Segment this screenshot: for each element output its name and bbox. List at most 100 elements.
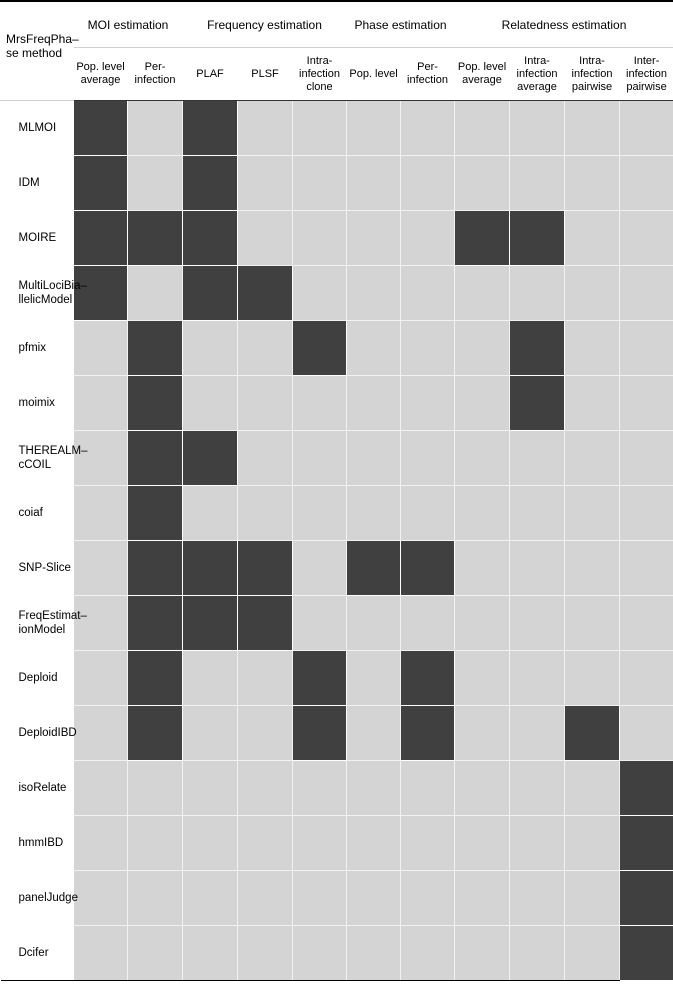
empty-cell — [619, 155, 673, 211]
filled-cell — [619, 760, 673, 816]
empty-cell — [454, 100, 511, 156]
empty-cell — [346, 815, 402, 871]
empty-cell — [73, 485, 128, 541]
empty-cell — [400, 595, 456, 651]
empty-cell — [619, 650, 673, 706]
method-name: isoRelate — [0, 760, 74, 816]
empty-cell — [564, 925, 621, 981]
filled-cell — [509, 375, 566, 431]
method-name: THEREALM–cCOIL — [0, 430, 88, 486]
empty-cell — [400, 210, 456, 266]
empty-cell — [400, 485, 456, 541]
empty-cell — [182, 760, 239, 816]
table-row: Deploid — [0, 650, 673, 706]
empty-cell — [564, 540, 621, 596]
empty-cell — [400, 375, 456, 431]
empty-cell — [237, 925, 294, 981]
empty-cell — [619, 265, 673, 321]
empty-cell — [400, 815, 456, 871]
empty-cell — [564, 100, 621, 156]
empty-cell — [509, 870, 566, 926]
empty-cell — [126, 815, 184, 871]
method-name: SNP-Slice — [0, 540, 74, 596]
empty-cell — [454, 705, 511, 761]
table-row: MultiLociBia–llelicModel — [0, 265, 673, 321]
empty-cell — [454, 650, 511, 706]
empty-cell — [292, 925, 348, 981]
empty-cell — [237, 705, 294, 761]
subheader-9: Intra- infection pairwise — [564, 47, 621, 101]
method-name: Dcifer — [0, 925, 74, 981]
empty-cell — [292, 210, 348, 266]
empty-cell — [509, 925, 566, 981]
table-row: MOIRE — [0, 210, 673, 266]
empty-cell — [292, 430, 348, 486]
empty-cell — [564, 430, 621, 486]
empty-cell — [346, 925, 402, 981]
table-row: MLMOI — [0, 100, 673, 156]
empty-cell — [126, 265, 184, 321]
empty-cell — [400, 100, 456, 156]
subheader-5: Pop. level — [346, 47, 402, 101]
empty-cell — [454, 870, 511, 926]
filled-cell — [237, 595, 294, 651]
empty-cell — [346, 705, 402, 761]
empty-cell — [292, 540, 348, 596]
filled-cell — [126, 705, 184, 761]
method-name: pfmix — [0, 320, 74, 376]
table-row: moimix — [0, 375, 673, 431]
empty-cell — [564, 485, 621, 541]
empty-cell — [564, 815, 621, 871]
empty-cell — [237, 870, 294, 926]
group-header-frequency: Frequency estimation — [182, 0, 348, 48]
empty-cell — [454, 760, 511, 816]
empty-cell — [454, 485, 511, 541]
filled-cell — [126, 485, 184, 541]
table-row: isoRelate — [0, 760, 673, 816]
empty-cell — [292, 760, 348, 816]
filled-cell — [182, 265, 239, 321]
filled-cell — [400, 540, 456, 596]
empty-cell — [454, 925, 511, 981]
empty-cell — [126, 760, 184, 816]
filled-cell — [126, 595, 184, 651]
filled-cell — [292, 705, 348, 761]
empty-cell — [346, 375, 402, 431]
subheader-2: PLAF — [182, 47, 239, 101]
empty-cell — [346, 155, 402, 211]
method-name: MultiLociBia–llelicModel — [0, 265, 87, 321]
filled-cell — [73, 155, 128, 211]
filled-cell — [564, 705, 621, 761]
filled-cell — [619, 815, 673, 871]
empty-cell — [73, 595, 128, 651]
empty-cell — [346, 100, 402, 156]
empty-cell — [346, 870, 402, 926]
empty-cell — [73, 650, 128, 706]
empty-cell — [564, 650, 621, 706]
filled-cell — [126, 320, 184, 376]
empty-cell — [292, 265, 348, 321]
empty-cell — [237, 650, 294, 706]
filled-cell — [454, 210, 511, 266]
empty-cell — [454, 595, 511, 651]
filled-cell — [619, 870, 673, 926]
filled-cell — [400, 650, 456, 706]
empty-cell — [619, 485, 673, 541]
empty-cell — [73, 815, 128, 871]
filled-cell — [182, 100, 239, 156]
method-name: coiaf — [0, 485, 74, 541]
empty-cell — [126, 100, 184, 156]
method-name: Deploid — [0, 650, 74, 706]
empty-cell — [346, 320, 402, 376]
empty-cell — [564, 870, 621, 926]
empty-cell — [564, 210, 621, 266]
empty-cell — [619, 375, 673, 431]
filled-cell — [73, 265, 128, 321]
filled-cell — [182, 595, 239, 651]
subheader-7: Pop. level average — [454, 47, 511, 101]
empty-cell — [237, 815, 294, 871]
method-name: moimix — [0, 375, 74, 431]
empty-cell — [400, 430, 456, 486]
empty-cell — [564, 320, 621, 376]
